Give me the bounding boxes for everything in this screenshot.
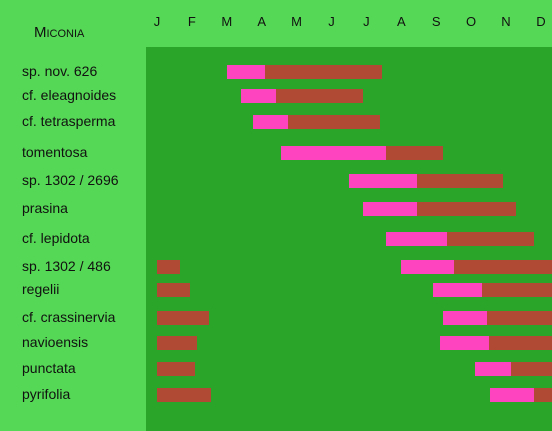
species-label: pyrifolia — [22, 386, 71, 402]
species-label: prasina — [22, 200, 68, 216]
flowering-bar — [490, 388, 534, 402]
month-label-7: A — [396, 14, 406, 29]
fruiting-bar — [488, 336, 552, 350]
fruiting-bar — [287, 115, 381, 129]
month-label-2: M — [221, 14, 233, 29]
fruiting-bar — [481, 283, 552, 297]
species-label: navioensis — [22, 334, 89, 350]
fruiting-bar — [511, 362, 552, 376]
month-label-10: N — [501, 14, 511, 29]
month-label-3: A — [257, 14, 267, 29]
fruiting-bar — [453, 260, 552, 274]
fruiting-bar — [157, 388, 212, 402]
species-label: regelii — [22, 281, 60, 297]
species-label: cf. lepidota — [22, 230, 90, 246]
fruiting-bar — [157, 283, 191, 297]
species-label: sp. 1302 / 486 — [22, 258, 111, 274]
flowering-bar — [401, 260, 454, 274]
flowering-bar — [348, 174, 417, 188]
species-label: punctata — [22, 360, 76, 376]
month-label-6: J — [363, 14, 370, 29]
flowering-bar — [362, 202, 417, 216]
month-label-9: O — [466, 14, 477, 29]
flowering-bar — [432, 283, 482, 297]
flowering-bar — [439, 336, 489, 350]
month-label-5: J — [328, 14, 335, 29]
flowering-bar — [280, 146, 386, 160]
plot-area — [146, 47, 552, 431]
month-label-0: J — [153, 14, 161, 29]
fruiting-bar — [486, 311, 552, 325]
fruiting-bar — [157, 362, 196, 376]
fruiting-bar — [157, 311, 210, 325]
flowering-bar — [443, 311, 487, 325]
species-label: sp. nov. 626 — [22, 63, 98, 79]
flowering-bar — [240, 89, 276, 103]
fruiting-bar — [157, 336, 198, 350]
fruiting-bar — [417, 174, 503, 188]
fruiting-bar — [157, 260, 180, 274]
fruiting-bar — [265, 65, 383, 79]
species-label: tomentosa — [22, 144, 88, 160]
genus-label: Miconia — [34, 24, 85, 41]
fruiting-bar — [533, 388, 552, 402]
species-label: cf. crassinervia — [22, 309, 116, 325]
species-label: cf. eleagnoides — [22, 87, 117, 103]
month-label-1: F — [187, 14, 196, 29]
fruiting-bar — [275, 89, 363, 103]
flowering-bar — [385, 232, 447, 246]
species-label: sp. 1302 / 2696 — [22, 172, 119, 188]
flowering-bar — [226, 65, 266, 79]
flowering-bar — [252, 115, 288, 129]
flowering-bar — [474, 362, 512, 376]
month-label-11: D — [536, 14, 546, 29]
fruiting-bar — [417, 202, 517, 216]
month-label-8: S — [431, 14, 441, 29]
month-label-4: M — [291, 14, 303, 29]
species-label: cf. tetrasperma — [22, 113, 116, 129]
fruiting-bar — [446, 232, 534, 246]
